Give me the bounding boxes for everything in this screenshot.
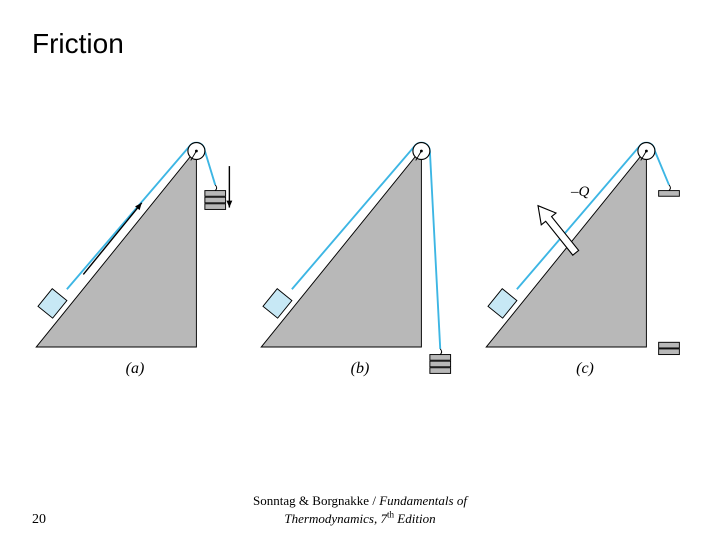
credit-edition: Thermodynamics, 7th Edition (284, 511, 435, 526)
panel-b: (b) (255, 135, 465, 395)
panel-c: –Q (c) (480, 135, 690, 395)
panel-a: (a) (30, 135, 240, 395)
page-number: 20 (32, 512, 46, 528)
svg-text:–Q: –Q (570, 184, 590, 200)
credit-line: Sonntag & Borgnakke / Fundamentals of Th… (253, 493, 467, 528)
friction-figure: (a) (b) –Q (c) (30, 135, 690, 395)
panel-label-b: (b) (255, 360, 465, 378)
credit-sep: / (369, 493, 379, 508)
credit-authors: Sonntag & Borgnakke (253, 493, 369, 508)
page-title: Friction (32, 28, 124, 60)
panel-label-a: (a) (30, 360, 240, 378)
panel-label-c: (c) (480, 360, 690, 378)
credit-book: Fundamentals of (379, 493, 467, 508)
